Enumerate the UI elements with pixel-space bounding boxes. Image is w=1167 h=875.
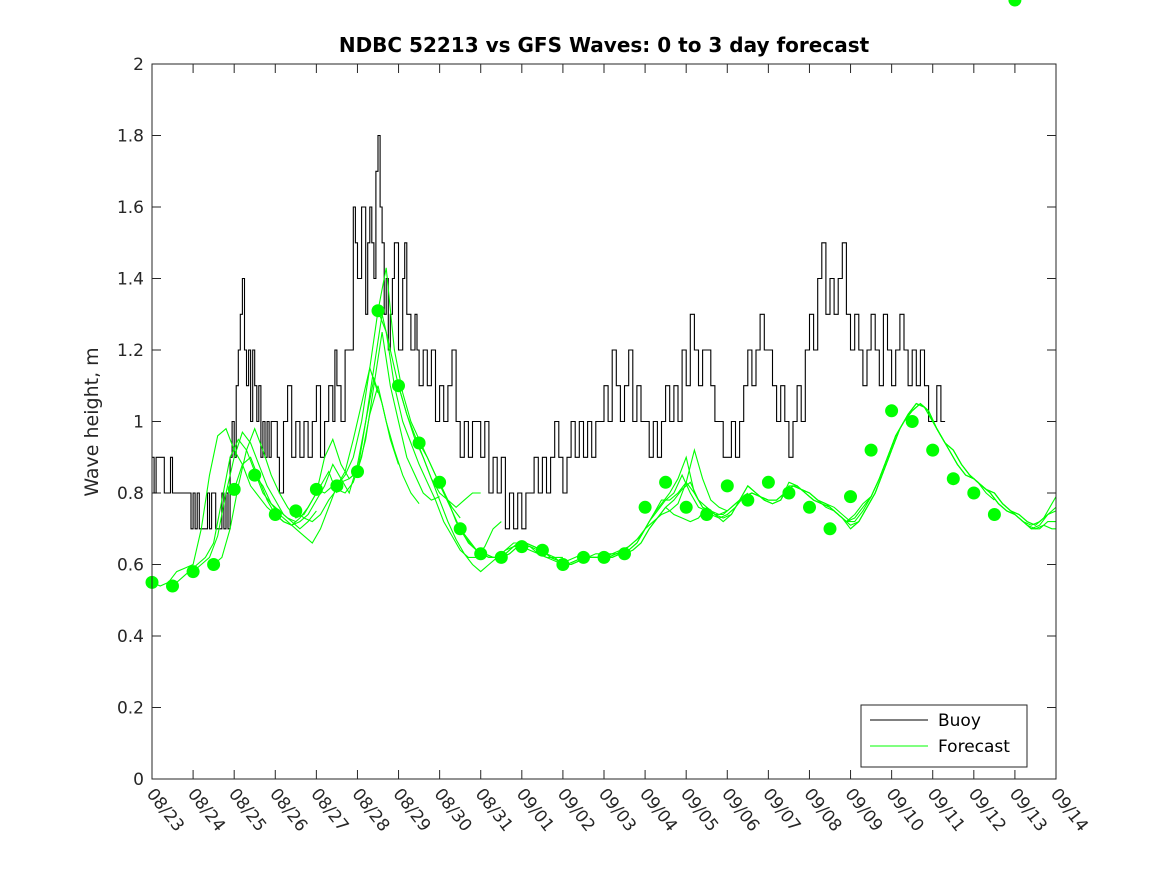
forecast-marker	[309, 482, 323, 496]
forecast-run-line	[993, 492, 1056, 530]
y-tick-label: 2	[133, 55, 144, 75]
y-tick-label: 1.2	[117, 341, 144, 361]
y-tick-label: 0.8	[117, 484, 144, 504]
forecast-marker	[618, 547, 631, 561]
forecast-marker	[638, 500, 652, 514]
forecast-marker	[741, 493, 755, 507]
plot-area	[145, 0, 1057, 593]
forecast-marker	[577, 550, 590, 564]
forecast-marker	[289, 504, 303, 518]
forecast-marker	[926, 443, 940, 457]
y-tick-label: 1.8	[117, 127, 144, 147]
forecast-marker	[248, 468, 262, 482]
forecast-marker	[474, 547, 488, 561]
forecast-marker	[761, 475, 775, 489]
forecast-marker	[967, 486, 981, 500]
y-tick-label: 0	[133, 770, 144, 790]
forecast-marker	[864, 443, 878, 457]
y-tick-label: 1.6	[117, 198, 144, 218]
y-tick-label: 1.4	[117, 270, 144, 290]
buoy-series-line	[152, 134, 946, 530]
forecast-marker	[946, 472, 960, 486]
forecast-marker	[351, 465, 364, 479]
forecast-run-line	[192, 431, 317, 573]
forecast-marker	[803, 500, 816, 514]
legend-box	[860, 704, 1028, 768]
forecast-marker	[700, 508, 714, 521]
forecast-marker	[433, 475, 447, 489]
forecast-marker	[227, 482, 241, 496]
forecast-marker	[330, 479, 344, 493]
legend: Buoy Forecast	[860, 704, 1028, 768]
forecast-marker	[659, 475, 673, 489]
axes-frame	[151, 63, 1057, 780]
forecast-marker	[268, 508, 282, 521]
y-tick-label: 0.2	[117, 699, 144, 719]
forecast-marker	[371, 304, 385, 318]
forecast-marker	[207, 558, 221, 571]
forecast-run-line	[1014, 510, 1057, 526]
forecast-marker	[556, 558, 570, 571]
forecast-run-line	[233, 437, 358, 526]
forecast-marker	[535, 543, 549, 557]
forecast-marker	[679, 500, 693, 514]
forecast-marker	[392, 379, 405, 393]
forecast-marker	[453, 522, 467, 536]
forecast-marker	[186, 565, 200, 579]
forecast-marker	[823, 522, 837, 536]
forecast-marker	[597, 550, 611, 564]
forecast-marker	[782, 486, 796, 500]
forecast-marker	[166, 579, 179, 593]
legend-forecast-label: Forecast	[938, 737, 1010, 757]
legend-buoy-label: Buoy	[938, 711, 981, 731]
forecast-marker	[885, 404, 899, 418]
y-tick-label: 1	[133, 413, 144, 433]
y-axis-ticks: 0 0.2 0.4 0.6 0.8 1 1.2 1.4 1.6 1.8 2	[117, 55, 1056, 790]
y-axis-label: Wave height, m	[81, 347, 103, 496]
y-tick-label: 0.6	[117, 556, 144, 576]
forecast-marker	[720, 479, 734, 493]
forecast-marker	[515, 540, 529, 554]
forecast-marker	[987, 508, 1001, 521]
y-tick-label: 0.4	[117, 627, 144, 647]
chart-title: NDBC 52213 vs GFS Waves: 0 to 3 day fore…	[339, 33, 870, 57]
forecast-run-line	[151, 427, 276, 587]
forecast-marker	[412, 436, 426, 450]
forecast-run-line	[274, 376, 400, 526]
forecast-marker	[844, 490, 857, 504]
forecast-marker	[494, 550, 508, 564]
forecast-marker	[905, 415, 919, 428]
forecast-marker	[1008, 0, 1022, 7]
